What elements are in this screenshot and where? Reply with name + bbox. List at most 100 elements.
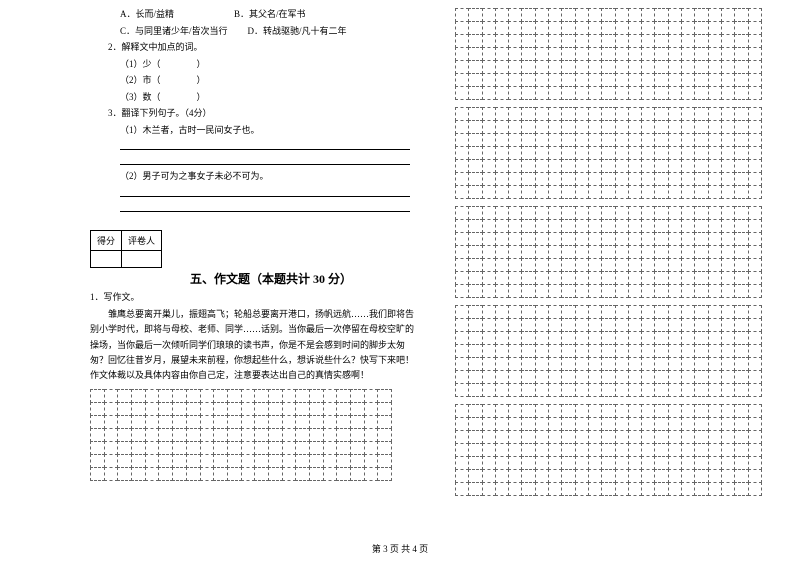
grid-cell	[131, 389, 146, 403]
grid-cell	[172, 441, 187, 455]
grid-cell	[641, 430, 655, 444]
grid-cell	[588, 469, 602, 483]
grid-cell	[495, 159, 509, 173]
grid-row	[455, 383, 785, 396]
grid-cell	[601, 318, 615, 332]
grid-cell	[734, 86, 748, 100]
grid-cell	[254, 454, 269, 468]
grid-cell	[748, 86, 762, 100]
grid-cell	[468, 21, 482, 35]
grid-cell	[588, 271, 602, 285]
grid-cell	[641, 21, 655, 35]
grid-cell	[468, 430, 482, 444]
grid-cell	[708, 120, 722, 134]
grid-cell	[186, 415, 201, 429]
grid-cell	[186, 402, 201, 416]
grid-cell	[615, 404, 629, 418]
grid-cell	[628, 443, 642, 457]
grid-cell	[721, 159, 735, 173]
grid-cell	[495, 305, 509, 319]
grid-cell	[548, 430, 562, 444]
grid-cell	[495, 86, 509, 100]
grid-cell	[227, 415, 242, 429]
grid-cell	[641, 404, 655, 418]
grid-cell	[548, 8, 562, 22]
grid-cell	[508, 469, 522, 483]
grid-cell	[708, 159, 722, 173]
grid-cell	[282, 415, 297, 429]
grid-cell	[482, 133, 496, 147]
grid-cell	[601, 430, 615, 444]
grid-cell	[131, 454, 146, 468]
grid-cell	[748, 357, 762, 371]
grid-cell	[282, 467, 297, 481]
grid-cell	[377, 415, 392, 429]
grid-cell	[641, 383, 655, 397]
grid-cell	[241, 454, 256, 468]
grid-cell	[455, 357, 469, 371]
grid-cell	[654, 404, 668, 418]
grid-cell	[681, 417, 695, 431]
grid-cell	[641, 86, 655, 100]
grid-cell	[561, 245, 575, 259]
grid-cell	[615, 206, 629, 220]
grid-row	[455, 370, 785, 383]
grid-cell	[615, 8, 629, 22]
grid-cell	[495, 146, 509, 160]
grid-cell	[615, 107, 629, 121]
grid-cell	[628, 383, 642, 397]
grid-cell	[131, 467, 146, 481]
grid-cell	[615, 120, 629, 134]
grid-cell	[482, 383, 496, 397]
grid-cell	[468, 456, 482, 470]
grid-cell	[468, 344, 482, 358]
grid-cell	[601, 73, 615, 87]
grid-cell	[364, 415, 379, 429]
grid-cell	[628, 159, 642, 173]
grid-cell	[734, 383, 748, 397]
grid-cell	[654, 21, 668, 35]
grid-cell	[468, 370, 482, 384]
grid-cell	[575, 430, 589, 444]
grid-cell	[628, 430, 642, 444]
grid-row	[455, 456, 785, 469]
grid-block	[455, 107, 785, 198]
grid-cell	[535, 357, 549, 371]
grid-cell	[628, 305, 642, 319]
grid-cell	[641, 305, 655, 319]
grid-cell	[721, 344, 735, 358]
grid-cell	[694, 430, 708, 444]
grid-cell	[734, 370, 748, 384]
grid-cell	[694, 86, 708, 100]
grid-cell	[721, 482, 735, 496]
grid-cell	[575, 86, 589, 100]
grid-cell	[721, 404, 735, 418]
grid-cell	[721, 47, 735, 61]
grid-cell	[482, 370, 496, 384]
grid-cell	[748, 219, 762, 233]
grid-cell	[575, 206, 589, 220]
grid-cell	[521, 430, 535, 444]
grid-cell	[200, 441, 215, 455]
grid-cell	[721, 86, 735, 100]
grid-cell	[575, 245, 589, 259]
grid-cell	[468, 34, 482, 48]
grid-cell	[561, 284, 575, 298]
grid-cell	[495, 219, 509, 233]
grid-cell	[681, 284, 695, 298]
grid-cell	[641, 318, 655, 332]
grid-cell	[694, 172, 708, 186]
grid-cell	[561, 159, 575, 173]
grid-cell	[628, 60, 642, 74]
grid-cell	[350, 428, 365, 442]
grid-cell	[694, 34, 708, 48]
grid-cell	[588, 232, 602, 246]
grid-block	[455, 206, 785, 297]
grid-cell	[748, 383, 762, 397]
grid-cell	[495, 404, 509, 418]
grid-cell	[734, 120, 748, 134]
grid-cell	[681, 305, 695, 319]
grid-cell	[694, 206, 708, 220]
grid-row	[455, 219, 785, 232]
grid-cell	[561, 232, 575, 246]
